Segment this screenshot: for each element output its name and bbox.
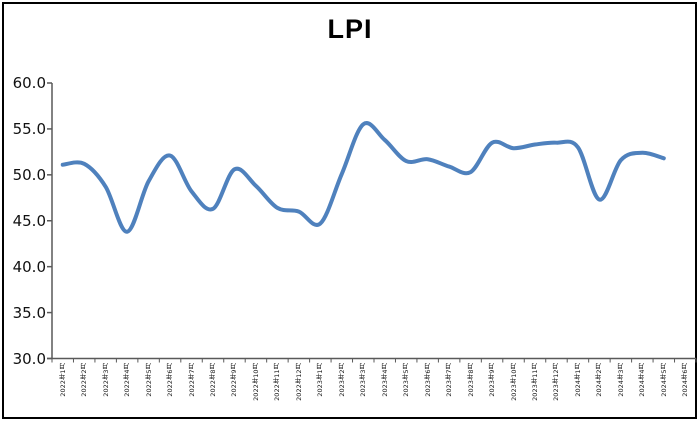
chart-title: LPI [327,14,373,44]
x-axis-label: 2022年12月 [294,363,303,401]
x-axis-label: 2022年11月 [273,363,282,401]
x-axis-label: 2024年6月 [681,363,690,397]
x-axis-label: 2022年3月 [101,363,110,397]
x-axis-label: 2023年11月 [531,363,539,401]
x-axis-label: 2023年1月 [316,363,325,397]
x-axis-label: 2023年2月 [337,363,346,397]
x-axis-label: 2022年10月 [251,363,260,401]
x-axis-label: 2023年7月 [445,363,454,397]
y-axis-label: 35.0 [12,303,46,322]
x-axis-label: 2023年10月 [509,363,518,401]
x-axis-label: 2023年6月 [423,363,432,397]
x-axis-label: 2024年2月 [595,363,604,397]
y-axis-label: 55.0 [12,119,46,138]
x-axis-label: 2023年3月 [359,363,368,397]
y-axis-label: 30.0 [12,349,46,368]
x-axis-label: 2022年2月 [80,363,89,397]
x-axis-label: 2023年12月 [552,363,561,401]
y-axis-label: 50.0 [12,165,46,184]
x-axis-label: 2023年8月 [466,363,475,397]
x-axis-label: 2024年1月 [573,363,582,397]
lpi-series-line [60,121,666,234]
y-axis-label: 45.0 [12,211,46,230]
y-axis-label: 40.0 [12,257,46,276]
x-axis-label: 2022年9月 [230,363,239,397]
x-axis-label: 2023年9月 [488,363,497,397]
x-axis-label: 2022年8月 [209,363,217,397]
x-axis-label: 2024年4月 [638,363,647,397]
x-axis-label: 2023年5月 [402,363,411,397]
x-axis-label: 2022年1月 [58,363,67,397]
x-axis-label: 2022年7月 [187,363,196,397]
y-axis-label: 60.0 [12,74,46,92]
x-axis-label: 2022年5月 [144,363,153,397]
x-axis-label: 2022年6月 [166,363,175,397]
x-axis-label: 2024年3月 [616,363,625,397]
x-axis-label: 2022年4月 [123,363,132,397]
x-axis-label: 2024年5月 [659,363,668,397]
x-axis-label: 2023年4月 [380,363,389,397]
